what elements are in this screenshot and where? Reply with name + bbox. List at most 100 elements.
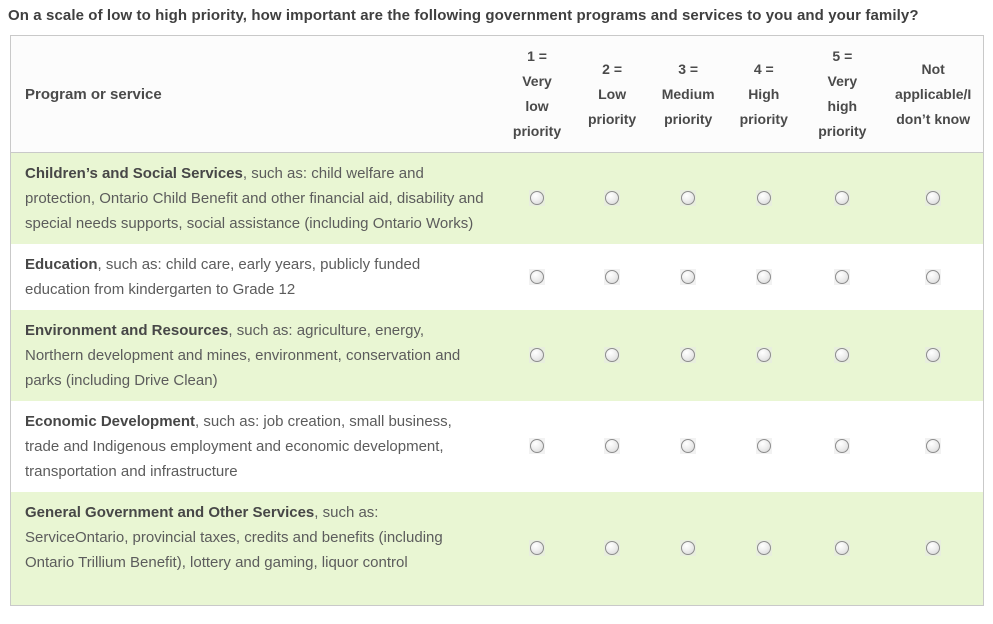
table-row-education: Education, such as: child care, early ye… xyxy=(10,244,984,310)
radio-cell xyxy=(500,244,574,310)
radio-cell xyxy=(650,492,726,606)
radio-circle xyxy=(681,541,696,556)
radio-button[interactable] xyxy=(604,268,621,285)
radio-cell xyxy=(574,401,650,492)
radio-button[interactable] xyxy=(529,347,546,364)
radio-circle xyxy=(835,269,850,284)
radio-circle xyxy=(605,439,620,454)
radio-cell xyxy=(883,153,983,245)
table-row-childrens-social-services: Children’s and Social Services, such as:… xyxy=(10,152,984,245)
radio-button[interactable] xyxy=(604,190,621,207)
radio-cell xyxy=(574,153,650,245)
radio-cell xyxy=(801,492,883,606)
scale-header-high: 4 = High priority xyxy=(726,35,802,153)
program-description: , such as: child care, early years, publ… xyxy=(25,256,421,298)
program-label: Environment and Resources, such as: agri… xyxy=(11,310,501,401)
radio-button[interactable] xyxy=(834,268,851,285)
radio-cell xyxy=(650,310,726,401)
radio-button[interactable] xyxy=(925,268,942,285)
radio-button[interactable] xyxy=(834,438,851,455)
radio-cell xyxy=(801,153,883,245)
scale-header-low: 2 = Low priority xyxy=(574,35,651,153)
radio-circle xyxy=(530,439,545,454)
scale-header-very-low: 1 = Very low priority xyxy=(500,35,575,153)
radio-button[interactable] xyxy=(604,347,621,364)
program-label: General Government and Other Services, s… xyxy=(11,492,501,606)
program-or-service-header: Program or service xyxy=(10,35,500,153)
radio-cell xyxy=(801,244,883,310)
radio-circle xyxy=(926,191,941,206)
table-row-economic-development: Economic Development, such as: job creat… xyxy=(10,401,984,492)
radio-circle xyxy=(530,348,545,363)
radio-circle xyxy=(605,191,620,206)
radio-button[interactable] xyxy=(925,438,942,455)
radio-circle xyxy=(756,269,771,284)
program-description: , such as: job creation, small business,… xyxy=(25,413,452,480)
radio-button[interactable] xyxy=(755,347,772,364)
table-row-environment-resources: Environment and Resources, such as: agri… xyxy=(10,310,984,401)
radio-cell xyxy=(726,244,801,310)
radio-cell xyxy=(500,401,574,492)
program-description: , such as: child welfare and protection,… xyxy=(25,165,484,232)
radio-button[interactable] xyxy=(604,540,621,557)
radio-cell xyxy=(801,401,883,492)
radio-circle xyxy=(926,269,941,284)
table-row-general-government: General Government and Other Services, s… xyxy=(10,492,984,606)
radio-button[interactable] xyxy=(680,438,697,455)
radio-cell xyxy=(726,492,801,606)
radio-cell xyxy=(574,244,650,310)
radio-button[interactable] xyxy=(680,540,697,557)
radio-circle xyxy=(756,439,771,454)
radio-cell xyxy=(650,244,726,310)
radio-button[interactable] xyxy=(755,540,772,557)
radio-cell xyxy=(650,153,726,245)
radio-button[interactable] xyxy=(529,540,546,557)
radio-cell xyxy=(883,244,983,310)
radio-button[interactable] xyxy=(604,438,621,455)
radio-cell xyxy=(500,492,574,606)
radio-circle xyxy=(835,541,850,556)
radio-circle xyxy=(530,191,545,206)
radio-button[interactable] xyxy=(834,190,851,207)
radio-circle xyxy=(605,541,620,556)
radio-button[interactable] xyxy=(925,540,942,557)
radio-cell xyxy=(650,401,726,492)
program-label: Economic Development, such as: job creat… xyxy=(11,401,501,492)
radio-button[interactable] xyxy=(529,268,546,285)
radio-button[interactable] xyxy=(755,438,772,455)
radio-button[interactable] xyxy=(755,268,772,285)
radio-button[interactable] xyxy=(925,190,942,207)
radio-button[interactable] xyxy=(925,347,942,364)
program-description: , such as: agriculture, energy, Northern… xyxy=(25,322,461,389)
radio-button[interactable] xyxy=(680,268,697,285)
radio-circle xyxy=(835,348,850,363)
radio-cell xyxy=(883,492,983,606)
radio-cell xyxy=(883,401,983,492)
scale-header-medium: 3 = Medium priority xyxy=(650,35,727,153)
program-description: , such as: ServiceOntario, provincial ta… xyxy=(25,504,443,571)
radio-button[interactable] xyxy=(680,190,697,207)
radio-circle xyxy=(605,348,620,363)
radio-button[interactable] xyxy=(529,438,546,455)
radio-button[interactable] xyxy=(529,190,546,207)
radio-circle xyxy=(681,348,696,363)
radio-circle xyxy=(681,439,696,454)
radio-circle xyxy=(756,348,771,363)
radio-circle xyxy=(681,191,696,206)
question-title: On a scale of low to high priority, how … xyxy=(8,7,919,24)
radio-button[interactable] xyxy=(834,540,851,557)
radio-circle xyxy=(835,191,850,206)
scale-header-very-high: 5 = Very high priority xyxy=(801,35,884,153)
radio-circle xyxy=(835,439,850,454)
radio-cell xyxy=(726,401,801,492)
radio-button[interactable] xyxy=(755,190,772,207)
radio-button[interactable] xyxy=(680,347,697,364)
program-name: Education xyxy=(25,256,98,273)
header-row: Program or service 1 = Very low priority… xyxy=(10,35,984,153)
program-name: General Government and Other Services xyxy=(25,504,315,521)
radio-circle xyxy=(926,439,941,454)
program-label: Children’s and Social Services, such as:… xyxy=(11,153,501,245)
radio-button[interactable] xyxy=(834,347,851,364)
program-name: Economic Development xyxy=(25,413,196,430)
radio-circle xyxy=(605,269,620,284)
